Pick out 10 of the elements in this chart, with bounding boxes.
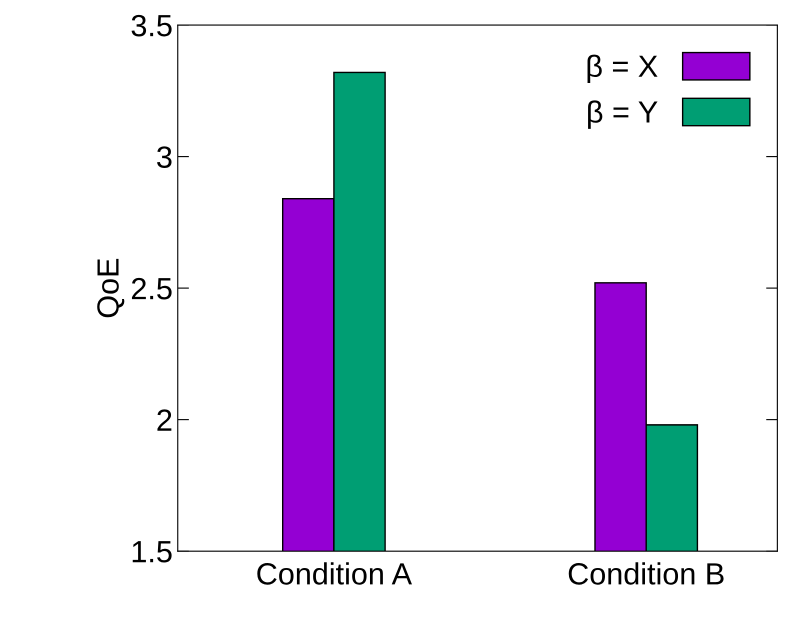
x-tick-label: Condition A [257,562,412,585]
y-tick-label: 2.5 [132,278,172,300]
y-tick-label: 3.5 [132,14,172,36]
y-tick-label: 1.5 [132,541,172,563]
x-tick-label: Condition B [568,562,724,585]
y-tick-label: 2 [157,409,172,431]
legend-label: β = Y [588,100,658,129]
legend-label: β = X [588,54,658,84]
y-tick-label: 3 [157,146,172,168]
y-axis-title: QoE [97,258,124,318]
